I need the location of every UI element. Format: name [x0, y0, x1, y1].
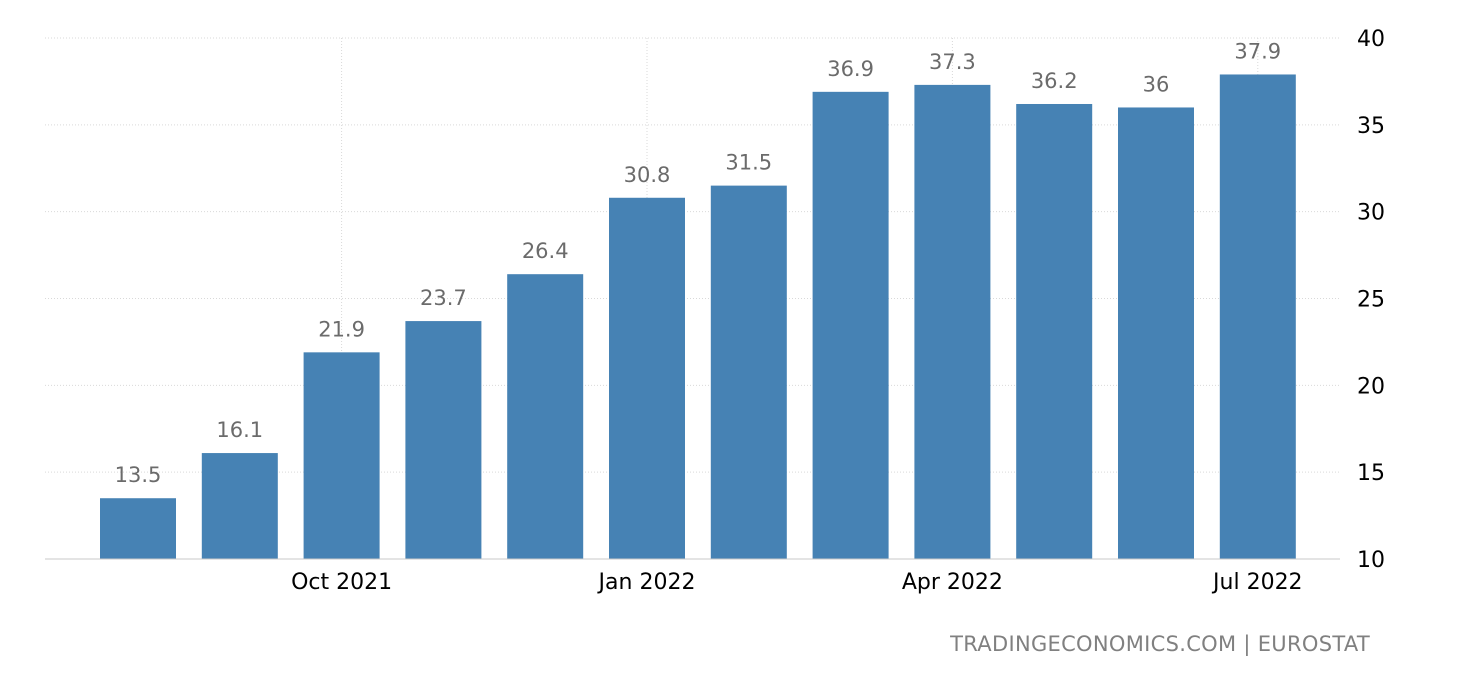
data-label: 37.3	[929, 50, 976, 74]
bar-layer	[100, 74, 1296, 560]
data-label: 36	[1143, 72, 1170, 96]
y-tick-label: 15	[1357, 461, 1385, 486]
data-label: 23.7	[420, 286, 467, 310]
x-tick-label: Jan 2022	[597, 570, 696, 595]
bar	[812, 91, 889, 559]
data-label: 21.9	[318, 317, 365, 341]
bar	[1219, 74, 1296, 559]
bar	[507, 274, 584, 559]
bar	[710, 185, 787, 559]
y-tick-label: 30	[1357, 201, 1385, 226]
data-label: 36.2	[1031, 69, 1078, 93]
axis-layer: 10 15 20 25 30 35 40 Oct 2021 Jan 2022 Apr 2022 Ju…	[45, 27, 1385, 595]
data-label: 16.1	[216, 418, 263, 442]
data-label: 37.9	[1234, 39, 1281, 63]
bar	[201, 453, 278, 559]
x-tick-label: Oct 2021	[291, 570, 392, 595]
bar	[1016, 103, 1093, 559]
bar	[609, 197, 685, 560]
bar	[303, 352, 380, 559]
x-tick-label: Apr 2022	[902, 570, 1003, 595]
data-label: 13.5	[115, 463, 162, 487]
y-tick-label: 25	[1357, 288, 1385, 313]
data-label: 36.9	[827, 57, 874, 81]
data-label: 30.8	[624, 163, 671, 187]
bar	[100, 498, 176, 559]
data-label: 31.5	[725, 151, 772, 175]
y-tick-label: 40	[1357, 27, 1385, 52]
bar	[914, 84, 991, 559]
y-tick-label: 20	[1357, 374, 1385, 399]
x-tick-label: Jul 2022	[1211, 570, 1303, 595]
y-tick-label: 10	[1357, 548, 1385, 573]
bar	[405, 321, 482, 559]
data-label: 26.4	[522, 239, 569, 263]
y-tick-label: 35	[1357, 114, 1385, 139]
data-label-layer: 13.5 16.1 21.9 23.7 26.4 30.8 31.5 36.9 37.3 36.2…	[115, 39, 1282, 487]
source-attribution: TRADINGECONOMICS.COM | EUROSTAT	[949, 632, 1370, 657]
bar	[1118, 107, 1194, 559]
